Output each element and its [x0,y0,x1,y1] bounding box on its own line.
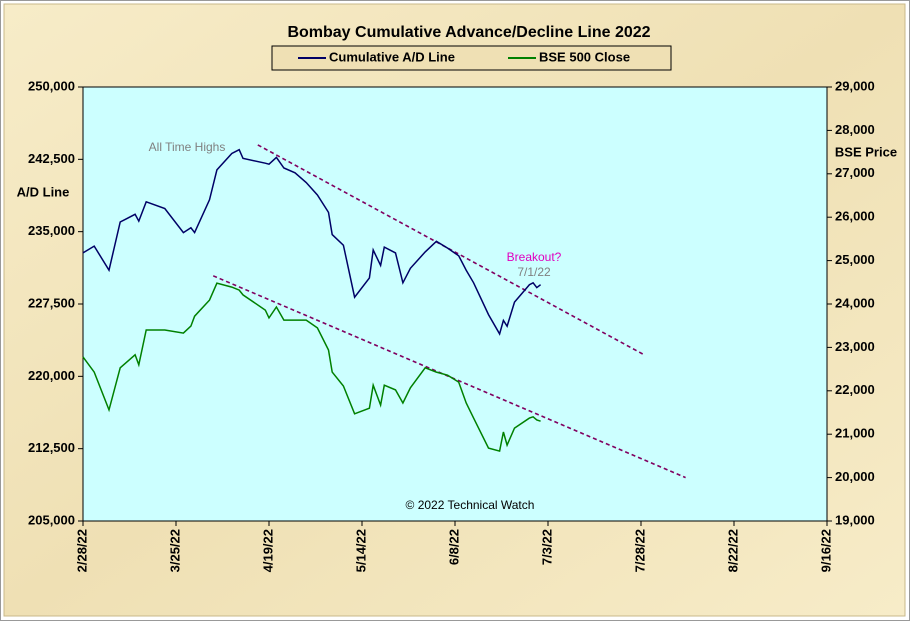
y2-tick-label: 28,000 [835,122,875,137]
series-line [82,148,542,336]
x-tick-label: 9/16/22 [818,529,833,572]
annotation: 7/1/22 [517,265,551,279]
y2-tick-label: 19,000 [835,512,875,527]
y-tick-label: 220,000 [28,368,75,383]
x-tick-label: 4/19/22 [260,529,275,572]
legend [271,45,672,71]
y-tick-label: 205,000 [28,512,75,527]
copyright: © 2022 Technical Watch [406,498,535,512]
y-tick-label: 235,000 [28,223,75,238]
y2-tick-label: 26,000 [835,209,875,224]
y-tick-label: 242,500 [28,151,75,166]
series-line [82,282,541,453]
x-tick-label: 7/28/22 [632,529,647,572]
y2-axis-label: BSE Price [835,144,897,159]
y2-tick-label: 22,000 [835,382,875,397]
y2-tick-label: 27,000 [835,165,875,180]
y2-tick-label: 25,000 [835,252,875,267]
y2-tick-label: 29,000 [835,78,875,93]
trend-line [212,275,686,479]
y2-tick-label: 20,000 [835,469,875,484]
x-tick-label: 7/3/22 [539,529,554,565]
y2-tick-label: 21,000 [835,426,875,441]
y2-tick-label: 23,000 [835,339,875,354]
y2-tick-label: 24,000 [835,295,875,310]
chart-title: Bombay Cumulative Advance/Decline Line 2… [287,24,650,41]
x-tick-label: 2/28/22 [74,529,89,572]
y-tick-label: 250,000 [28,78,75,93]
x-tick-label: 8/22/22 [725,529,740,572]
legend-label: BSE 500 Close [539,49,630,64]
annotation: All Time Highs [149,140,226,154]
y-tick-label: 227,500 [28,295,75,310]
x-tick-label: 6/8/22 [446,529,461,565]
y-tick-label: 212,500 [28,440,75,455]
y-axis-label: A/D Line [17,184,70,199]
x-tick-label: 3/25/22 [167,529,182,572]
legend-label: Cumulative A/D Line [329,49,455,64]
x-tick-label: 5/14/22 [353,529,368,572]
annotation: Breakout? [507,250,562,264]
plot-area [82,86,828,522]
